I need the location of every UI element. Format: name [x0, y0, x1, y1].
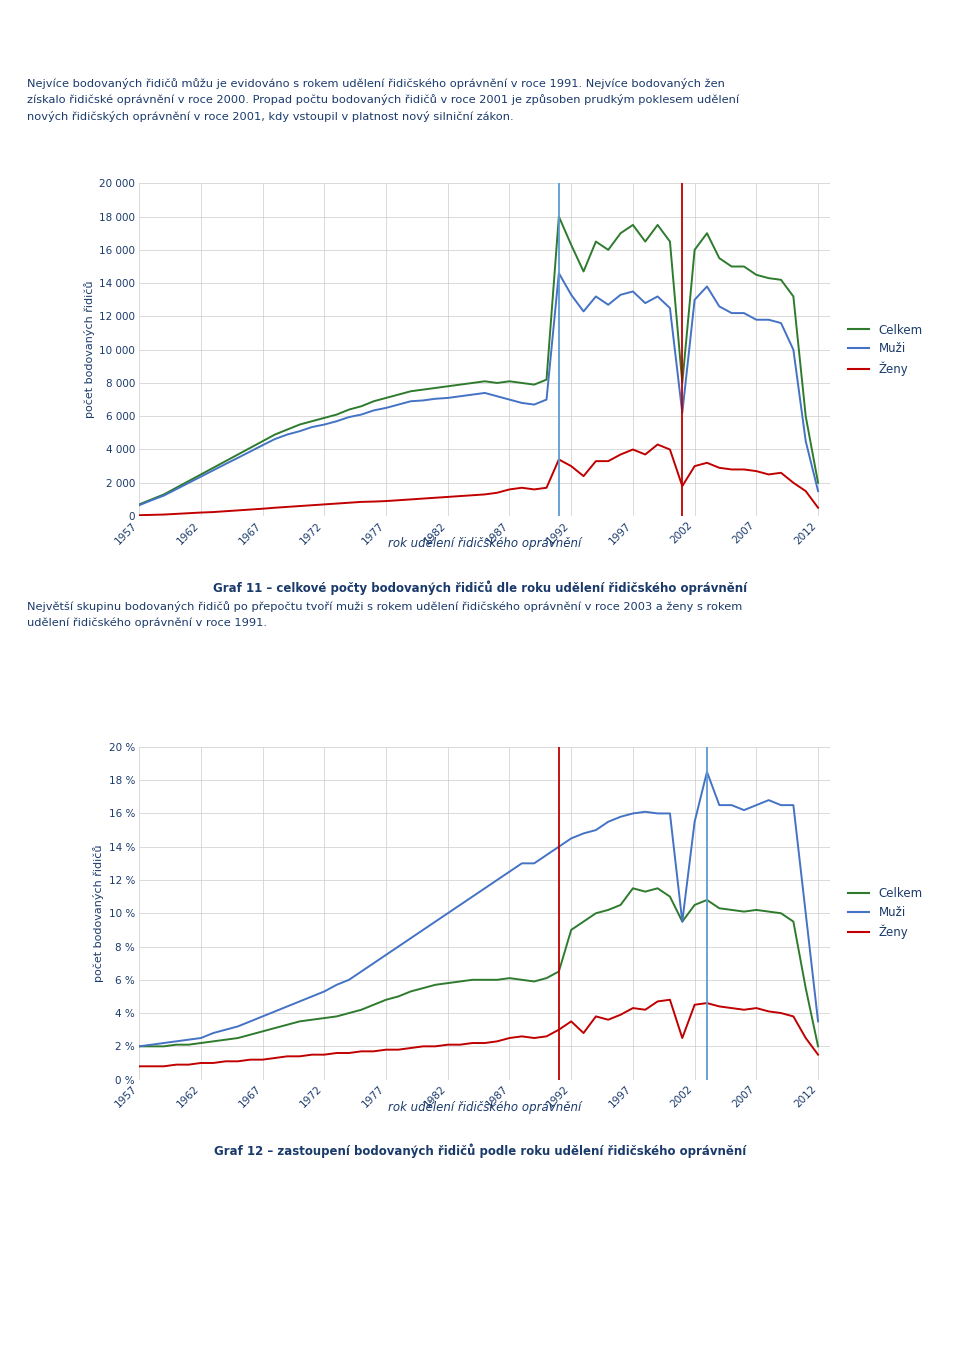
Text: 11: 11 [918, 1325, 933, 1339]
Y-axis label: počet bodovaných řidičů: počet bodovaných řidičů [84, 281, 95, 418]
Legend: Celkem, Muži, Ženy: Celkem, Muži, Ženy [843, 883, 927, 944]
Y-axis label: počet bodovaných řidičů: počet bodovaných řidičů [93, 845, 105, 982]
Text: rok udělení řidičského oprávnění: rok udělení řidičského oprávnění [388, 1101, 582, 1114]
Text: Největší skupinu bodovaných řidičů po přepočtu tvoří muži s rokem udělení řidičs: Největší skupinu bodovaných řidičů po př… [27, 602, 742, 627]
Text: rok udělení řidičského oprávnění: rok udělení řidičského oprávnění [388, 538, 582, 550]
Text: Graf 12 – zastoupení bodovaných řidičů podle roku udělení řidičského oprávnění: Graf 12 – zastoupení bodovaných řidičů p… [214, 1143, 746, 1158]
Text: Bodovaní řidiči podle roku udělení řidičského oprávnění: Bodovaní řidiči podle roku udělení řidič… [27, 27, 574, 45]
Legend: Celkem, Muži, Ženy: Celkem, Muži, Ženy [843, 319, 927, 380]
Text: Nejvíce bodovaných řidičů můžu je evidováno s rokem udělení řidičského oprávnění: Nejvíce bodovaných řidičů můžu je evidov… [27, 77, 739, 122]
Text: Graf 11 – celkové počty bodovaných řidičů dle roku udělení řidičského oprávnění: Graf 11 – celkové počty bodovaných řidič… [213, 580, 747, 595]
Text: O72 – Samostatné oddělení tiskové: O72 – Samostatné oddělení tiskové [27, 1325, 236, 1339]
